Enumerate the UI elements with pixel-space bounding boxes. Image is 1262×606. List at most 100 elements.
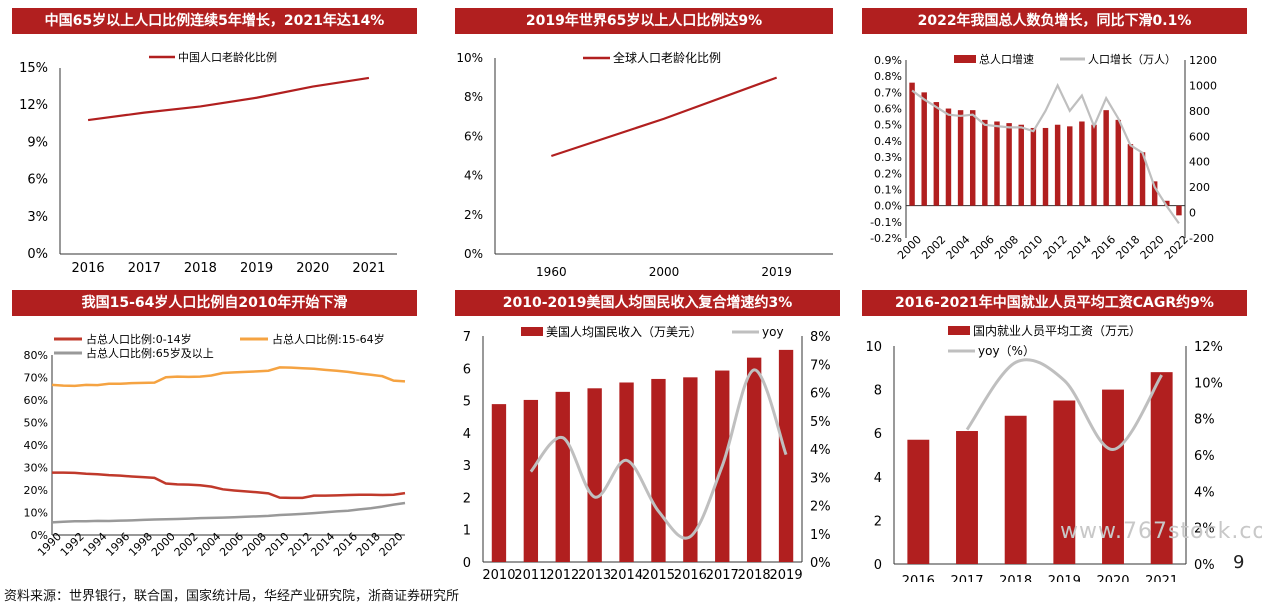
y-tick-label-left: 0.0% — [874, 200, 902, 213]
x-tick-label: 2018 — [354, 530, 383, 559]
y-tick-label-right: 7% — [810, 358, 831, 373]
x-tick-label: 2017 — [706, 568, 739, 582]
x-tick-label: 2004 — [194, 530, 223, 559]
y-tick-label-right: 6% — [1194, 449, 1215, 464]
x-tick-label: 2006 — [217, 530, 246, 559]
series-line — [965, 358, 1163, 452]
bar — [683, 377, 698, 562]
bar — [619, 382, 634, 562]
x-tick-label: 1994 — [81, 530, 110, 559]
x-tick-label: 2019 — [770, 568, 803, 582]
chart-us-income: 012345670%1%2%3%4%5%6%7%8%20102011201220… — [463, 325, 831, 582]
bar — [1079, 121, 1085, 206]
x-tick-label: 2016 — [72, 261, 105, 276]
chart-title: 2016-2021年中国就业人员平均工资CAGR约9% — [862, 290, 1247, 316]
y-tick-label-left: 2 — [463, 491, 471, 506]
x-tick-label: 2017 — [128, 261, 161, 276]
bar — [1150, 372, 1173, 564]
bar — [1139, 152, 1146, 206]
chart-title: 中国65岁以上人口比例连续5年增长，2021年达14% — [12, 8, 417, 34]
y-tick-label: 50% — [24, 417, 48, 430]
legend-label: 人口增长（万人） — [1088, 52, 1176, 66]
y-tick-label: 80% — [24, 349, 48, 362]
watermark: www.767stock.cor — [1060, 519, 1262, 544]
x-tick-label: 2014 — [1065, 233, 1094, 262]
y-tick-label-right: 800 — [1189, 105, 1210, 118]
legend-swatch — [948, 326, 970, 335]
page-number: 9 — [1233, 552, 1245, 573]
y-tick-label-right: 10% — [1194, 376, 1223, 391]
x-tick-label: 1996 — [103, 530, 132, 559]
y-tick-label-right: 1000 — [1189, 79, 1217, 92]
bar — [945, 108, 952, 206]
bar — [909, 82, 915, 206]
x-tick-label: 2004 — [944, 233, 973, 262]
x-tick-label: 1998 — [126, 530, 155, 559]
y-tick-label-right: 2% — [1194, 522, 1215, 537]
y-tick-label-right: 4% — [810, 443, 831, 458]
bar — [982, 119, 988, 206]
y-tick-label-right: 5% — [810, 415, 831, 430]
x-tick-label: 1960 — [536, 265, 567, 279]
y-tick-label: 40% — [24, 439, 48, 452]
y-tick-label-left: -0.1% — [870, 216, 902, 229]
chart-title: 我国15-64岁人口比例自2010年开始下滑 — [12, 290, 417, 316]
legend-label: 占总人口比例:0-14岁 — [86, 332, 192, 346]
y-tick-label-left: 2 — [874, 514, 882, 529]
x-tick-label: 2020 — [1096, 574, 1129, 582]
bar — [933, 102, 940, 206]
bar — [994, 121, 1000, 206]
y-tick-label-left: 4 — [874, 471, 882, 486]
legend-label: 中国人口老龄化比例 — [178, 50, 277, 64]
y-tick-label-left: 0.5% — [874, 119, 902, 132]
series-line — [911, 82, 1180, 225]
y-tick-label-right: 0% — [810, 556, 831, 571]
x-tick-label: 2018 — [184, 261, 217, 276]
x-tick-label: 2002 — [172, 530, 201, 559]
x-tick-label: 2018 — [999, 574, 1032, 582]
y-tick-label-right: 8% — [810, 330, 831, 345]
y-tick-label-right: 6% — [810, 387, 831, 402]
x-tick-label: 2016 — [902, 574, 935, 582]
y-tick-label: 10% — [24, 507, 48, 520]
bar — [1151, 181, 1158, 206]
bar — [969, 110, 976, 206]
legend-label: yoy（%） — [978, 344, 1035, 358]
bar — [956, 431, 978, 564]
chart-world-aging: 0% 2% 4% 6% 8% 10% 1960 2000 2019 全球人口老龄化比例 — [456, 50, 833, 279]
bar — [778, 349, 794, 562]
bar — [1176, 205, 1182, 216]
y-tick-label-right: 600 — [1189, 130, 1210, 143]
y-tick-label-left: 7 — [463, 330, 471, 345]
y-tick-label-left: -0.2% — [870, 232, 902, 245]
series-line — [529, 368, 788, 540]
legend-label: 美国人均国民收入（万美元） — [546, 325, 702, 339]
y-tick-label-left: 0.3% — [874, 151, 902, 164]
panel-china-wages: 2016-2021年中国就业人员平均工资CAGR约9% 0 2 4 6 8 10 0% 2% 4… — [862, 290, 1247, 582]
x-tick-label: 2002 — [919, 233, 948, 262]
x-tick-label: 2000 — [649, 265, 680, 279]
x-tick-label: 2012 — [1041, 233, 1070, 262]
x-tick-label: 1992 — [58, 530, 87, 559]
y-tick-label-left: 0.8% — [874, 70, 902, 83]
x-tick-label: 2010 — [482, 568, 515, 582]
legend-label: yoy — [762, 325, 784, 339]
y-tick-label: 6% — [464, 129, 483, 143]
y-tick-label-left: 0.1% — [874, 183, 902, 196]
x-tick-label: 2016 — [674, 568, 707, 582]
y-tick-label-left: 6 — [874, 427, 882, 442]
y-tick-label-left: 0.6% — [874, 103, 902, 116]
y-tick-label-right: 8% — [1194, 413, 1215, 428]
x-tick-label: 2016 — [1089, 233, 1118, 262]
y-tick-label-left: 4 — [463, 427, 471, 442]
chart-age-structure: 0%10%20%30%40%50%60%70%80%19901992199419… — [24, 332, 406, 559]
y-tick-label: 6% — [27, 173, 48, 188]
panel-age-structure: 我国15-64岁人口比例自2010年开始下滑 0% 10% 20% 30% 40% 50%… — [12, 290, 417, 580]
bar — [1127, 144, 1134, 206]
chart-title: 2010-2019美国人均国民收入复合增速约3% — [455, 290, 840, 316]
bar — [1115, 119, 1122, 206]
bar — [1102, 389, 1124, 564]
x-tick-label: 2008 — [240, 530, 269, 559]
y-tick-label-left: 0.4% — [874, 135, 902, 148]
y-tick-label-left: 5 — [463, 395, 471, 410]
